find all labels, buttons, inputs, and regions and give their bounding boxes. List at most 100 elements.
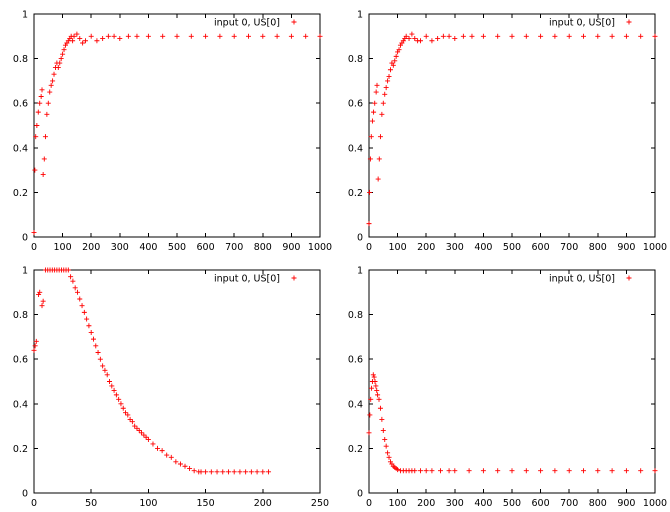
- data-point: [395, 467, 401, 473]
- data-point: [552, 33, 558, 39]
- data-point: [248, 469, 254, 475]
- data-point: [480, 468, 486, 474]
- chart-top-left: 0 0.2 0.4 0.6 0.8 1 0 100 200 300 400 500 600 700 800 9…: [13, 10, 332, 254]
- x-tick-label: 800: [589, 242, 607, 253]
- x-tick-label: 100: [54, 242, 72, 253]
- x-tick-label: 1000: [643, 498, 667, 509]
- data-point: [406, 36, 412, 42]
- data-point: [652, 468, 658, 474]
- y-tick-label: 0.4: [13, 143, 28, 154]
- plot-frame: [368, 269, 656, 494]
- data-point: [440, 33, 446, 39]
- data-point: [116, 396, 122, 402]
- data-point: [370, 372, 376, 378]
- data-point: [177, 461, 183, 467]
- y-tick-label: 0.2: [348, 188, 363, 199]
- data-point: [376, 396, 382, 402]
- data-point: [495, 468, 501, 474]
- data-point: [125, 33, 131, 39]
- data-point: [383, 85, 389, 91]
- data-point: [423, 468, 429, 474]
- data-point: [57, 60, 63, 66]
- data-point: [39, 303, 45, 309]
- data-point: [225, 469, 231, 475]
- y-tick-label: 0.2: [13, 444, 28, 455]
- data-point: [68, 274, 74, 280]
- data-point: [231, 469, 237, 475]
- data-point: [100, 36, 106, 42]
- data-point: [90, 336, 96, 342]
- data-point: [150, 441, 156, 447]
- data-point: [80, 40, 86, 46]
- data-point: [58, 56, 64, 62]
- data-point: [380, 428, 386, 434]
- data-point: [382, 91, 388, 97]
- data-point: [32, 343, 38, 349]
- legend-marker: [626, 275, 632, 281]
- data-point: [50, 78, 56, 84]
- x-tick-label: 600: [532, 498, 550, 509]
- data-point: [609, 468, 615, 474]
- data-point: [260, 33, 266, 39]
- data-point: [581, 33, 586, 39]
- data-point: [48, 82, 54, 88]
- data-point: [34, 123, 40, 128]
- data-point: [51, 71, 57, 77]
- data-point: [125, 412, 131, 418]
- data-point: [42, 134, 48, 140]
- data-point: [382, 436, 388, 442]
- data-point: [36, 292, 42, 298]
- data-point: [409, 31, 415, 37]
- data-point: [139, 430, 145, 436]
- data-point: [111, 33, 117, 39]
- x-tick-label: 600: [197, 242, 215, 253]
- y-tick-label: 0.6: [348, 99, 363, 110]
- data-point: [143, 434, 149, 440]
- data-point: [74, 289, 80, 295]
- data-point: [446, 468, 452, 474]
- data-point: [581, 468, 586, 474]
- data-point: [386, 454, 392, 460]
- data-point: [609, 33, 615, 39]
- x-tick-label: 0: [366, 498, 372, 509]
- x-tick-label: 200: [254, 498, 272, 509]
- data-point: [366, 430, 372, 436]
- x-tick-label: 1000: [643, 242, 667, 253]
- x-tick-label: 500: [168, 242, 186, 253]
- data-point: [480, 33, 486, 39]
- chart-bottom-left: 0 0.2 0.4 0.6 0.8 1 0 50 100 150 200 250 input 0, US…: [13, 266, 329, 510]
- data-point: [377, 134, 383, 140]
- data-point: [41, 156, 47, 162]
- x-tick-label: 400: [474, 498, 492, 509]
- plot-frame: [368, 13, 656, 238]
- x-tick-label: 800: [254, 242, 272, 253]
- x-tick-label: 100: [389, 242, 407, 253]
- data-point: [164, 452, 170, 458]
- x-tick-label: 300: [446, 498, 464, 509]
- data-point: [595, 33, 601, 39]
- series-points: [31, 267, 272, 475]
- data-point: [375, 176, 381, 182]
- data-point: [383, 443, 389, 449]
- data-point: [566, 33, 572, 39]
- data-point: [71, 33, 77, 39]
- y-tick-label: 0.8: [348, 310, 363, 321]
- x-tick-label: 700: [560, 242, 578, 253]
- data-point: [371, 109, 377, 115]
- data-point: [452, 468, 458, 474]
- data-point: [429, 468, 435, 474]
- data-point: [123, 410, 129, 416]
- data-point: [495, 33, 501, 39]
- y-tick-label: 1: [22, 10, 28, 21]
- data-point: [396, 47, 402, 53]
- data-point: [373, 89, 379, 95]
- x-tick-label: 150: [197, 498, 215, 509]
- data-point: [117, 36, 123, 42]
- data-point: [214, 469, 220, 475]
- data-point: [88, 33, 94, 39]
- plot-frame: [33, 13, 321, 238]
- data-point: [61, 47, 67, 53]
- data-point: [274, 33, 280, 39]
- x-tick-label: 200: [82, 242, 100, 253]
- data-point: [37, 289, 43, 295]
